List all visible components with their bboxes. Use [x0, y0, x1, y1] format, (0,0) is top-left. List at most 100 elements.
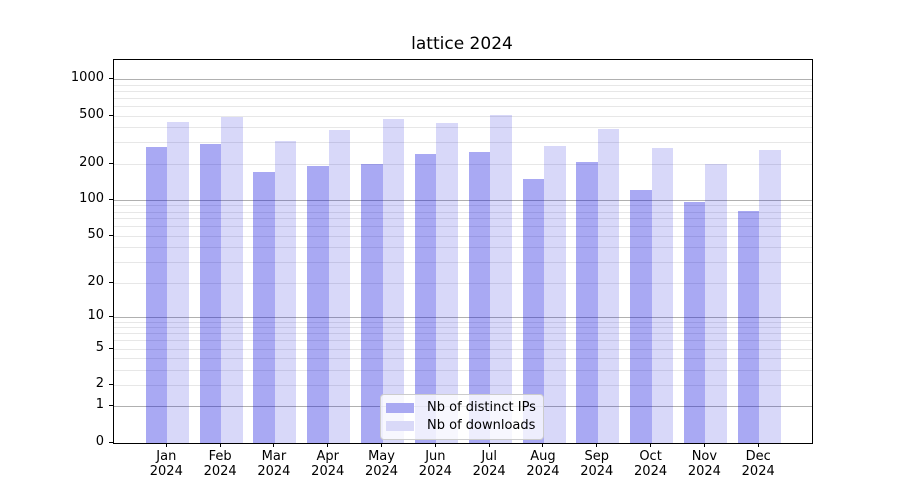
- gridline-minor-600: [114, 105, 812, 107]
- y-tick-50: [109, 234, 113, 236]
- gridline-minor-400: [114, 126, 812, 128]
- bar-apr-distinct-ips: [307, 165, 329, 443]
- legend-swatch-downloads: [386, 420, 414, 431]
- gridline-minor-3: [114, 369, 812, 371]
- x-tick-jul: [488, 443, 490, 447]
- legend: Nb of distinct IPs Nb of downloads: [380, 394, 544, 440]
- y-tick-label-1000: 1000: [70, 70, 104, 86]
- chart-title: lattice 2024: [411, 34, 513, 54]
- bar-may-downloads: [382, 118, 404, 443]
- gridline-minor-300: [114, 141, 812, 143]
- x-tick-jun: [434, 443, 436, 447]
- x-tick-may: [381, 443, 383, 447]
- gridline-minor-6: [114, 339, 812, 341]
- gridline-minor-500: [114, 115, 812, 117]
- gridline-minor-90: [114, 204, 812, 206]
- x-tick-label-nov: Nov 2024: [687, 449, 721, 479]
- x-tick-label-oct: Oct 2024: [634, 449, 668, 479]
- legend-item-distinct-ips: Nb of distinct IPs: [386, 400, 536, 415]
- gridline-minor-700: [114, 97, 812, 99]
- x-tick-feb: [219, 443, 221, 447]
- x-tick-label-jan: Jan 2024: [149, 449, 183, 479]
- gridline-minor-4: [114, 357, 812, 359]
- bar-feb-downloads: [221, 116, 243, 443]
- y-tick-label-0: 0: [95, 434, 104, 449]
- x-tick-nov: [703, 443, 705, 447]
- y-tick-1: [109, 404, 113, 406]
- bar-jan-distinct-ips: [145, 147, 168, 443]
- y-tick-200: [109, 162, 113, 164]
- y-tick-100: [109, 198, 113, 200]
- y-tick-label-100: 100: [79, 190, 104, 206]
- bar-jul-distinct-ips: [468, 151, 491, 443]
- x-tick-jan: [165, 443, 167, 447]
- gridline-minor-50: [114, 235, 812, 237]
- y-tick-label-200: 200: [79, 154, 104, 170]
- bar-sep-downloads: [597, 128, 620, 443]
- gridline-minor-7: [114, 332, 812, 334]
- gridline-minor-900: [114, 84, 812, 86]
- bar-mar-distinct-ips: [253, 172, 275, 443]
- x-tick-label-dec: Dec 2024: [741, 449, 775, 479]
- legend-swatch-distinct-ips: [386, 402, 414, 413]
- bar-apr-downloads: [328, 129, 351, 443]
- gridline-minor-60: [114, 225, 812, 227]
- legend-label-downloads: Nb of downloads: [427, 418, 536, 433]
- legend-item-downloads: Nb of downloads: [386, 418, 535, 433]
- gridline-minor-2: [114, 384, 812, 386]
- bar-dec-downloads: [759, 150, 781, 443]
- plot-area: Nb of distinct IPs Nb of downloads: [113, 59, 813, 444]
- y-tick-5: [109, 347, 113, 349]
- bar-jan-downloads: [167, 122, 189, 443]
- y-tick-label-1: 1: [95, 397, 104, 413]
- y-tick-0: [109, 441, 113, 443]
- x-tick-aug: [542, 443, 544, 447]
- gridline-minor-30: [114, 261, 812, 263]
- x-tick-label-mar: Mar 2024: [257, 449, 291, 479]
- bar-aug-distinct-ips: [522, 179, 544, 443]
- gridline-major-1000: [114, 78, 812, 80]
- gridline-minor-5: [114, 348, 812, 350]
- x-tick-label-apr: Apr 2024: [311, 449, 345, 479]
- y-tick-label-2: 2: [95, 376, 104, 392]
- x-tick-label-feb: Feb 2024: [203, 449, 237, 479]
- bar-sep-distinct-ips: [576, 161, 598, 443]
- x-tick-label-jun: Jun 2024: [418, 449, 452, 479]
- bar-jun-downloads: [436, 123, 458, 443]
- gridline-minor-9: [114, 321, 812, 323]
- gridline-minor-70: [114, 217, 812, 219]
- gridline-minor-40: [114, 246, 812, 248]
- gridline-major-10: [114, 316, 812, 318]
- y-tick-1000: [109, 77, 113, 79]
- bar-nov-downloads: [705, 163, 727, 443]
- gridline-minor-200: [114, 163, 812, 165]
- gridline-minor-20: [114, 282, 812, 284]
- bar-jun-distinct-ips: [414, 153, 437, 443]
- bar-feb-distinct-ips: [199, 144, 222, 443]
- bar-oct-distinct-ips: [630, 189, 652, 443]
- x-tick-dec: [757, 443, 759, 447]
- x-tick-sep: [596, 443, 598, 447]
- bar-mar-downloads: [274, 141, 297, 443]
- x-tick-label-may: May 2024: [364, 449, 399, 479]
- y-tick-label-5: 5: [95, 339, 104, 355]
- bar-nov-distinct-ips: [683, 201, 706, 443]
- x-tick-label-sep: Sep 2024: [580, 449, 614, 479]
- y-tick-2: [109, 383, 113, 385]
- gridline-minor-80: [114, 211, 812, 213]
- bar-dec-distinct-ips: [737, 210, 760, 443]
- gridline-major-100: [114, 199, 812, 201]
- x-tick-mar: [273, 443, 275, 447]
- y-tick-label-10: 10: [87, 307, 104, 323]
- y-tick-label-20: 20: [87, 273, 104, 289]
- gridline-minor-800: [114, 90, 812, 92]
- y-tick-10: [109, 315, 113, 317]
- y-tick-label-500: 500: [79, 106, 104, 122]
- bar-may-distinct-ips: [361, 163, 383, 443]
- x-tick-oct: [650, 443, 652, 447]
- legend-label-distinct-ips: Nb of distinct IPs: [427, 400, 536, 415]
- y-tick-label-50: 50: [87, 226, 104, 242]
- bar-aug-downloads: [544, 146, 566, 443]
- y-tick-500: [109, 114, 113, 116]
